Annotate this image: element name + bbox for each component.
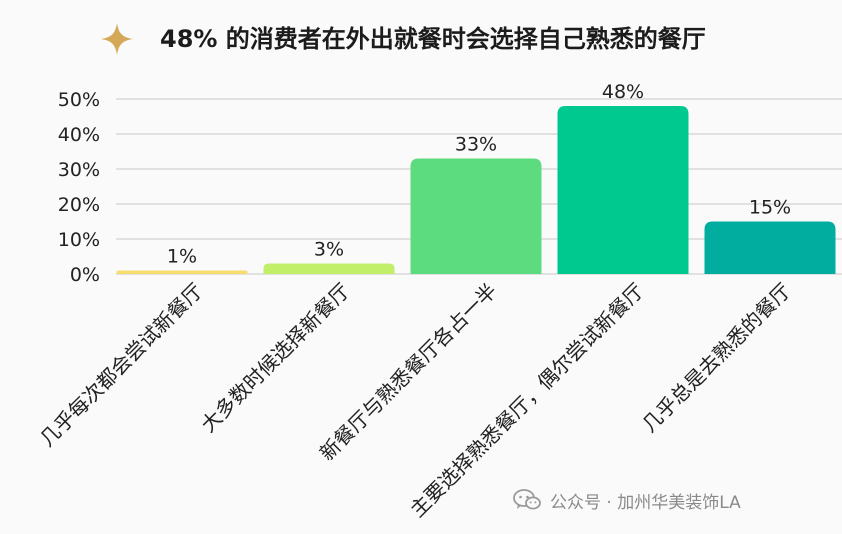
data-label: 48%: [602, 81, 644, 103]
data-label: 15%: [749, 197, 791, 219]
chart-title: 48% 的消费者在外出就餐时会选择自己熟悉的餐厅: [160, 25, 706, 53]
bar: [410, 158, 542, 274]
wechat-icon: [513, 489, 541, 510]
bar: [116, 270, 248, 274]
data-label: 1%: [167, 246, 197, 268]
y-tick-label: 50%: [58, 89, 100, 111]
y-tick-label: 30%: [58, 159, 100, 181]
x-tick-label: 几乎总是去熟悉的餐厅: [637, 279, 795, 437]
bar: [263, 263, 395, 274]
y-axis-ticks: 0% 10% 20% 30% 40% 50%: [58, 89, 100, 286]
x-tick-label: 几乎每次都会尝试新餐厅: [35, 279, 208, 452]
sparkle-icon: [101, 23, 133, 55]
y-tick-label: 0%: [70, 264, 100, 286]
bar: [704, 221, 836, 274]
chart-header: 48% 的消费者在外出就餐时会选择自己熟悉的餐厅: [0, 0, 842, 78]
bar: [557, 106, 689, 274]
y-tick-label: 40%: [58, 124, 100, 146]
y-tick-label: 10%: [58, 229, 100, 251]
data-label: 33%: [455, 134, 497, 156]
bars: [116, 106, 836, 274]
y-tick-label: 20%: [58, 194, 100, 216]
data-label: 3%: [314, 239, 344, 261]
value-labels: 1% 3% 33% 48% 15%: [167, 81, 791, 268]
watermark: 公众号 · 加州华美装饰LA: [512, 486, 741, 514]
x-tick-label: 大多数时候选择新餐厅: [196, 279, 354, 437]
watermark-text: 公众号 · 加州华美装饰LA: [550, 492, 741, 513]
